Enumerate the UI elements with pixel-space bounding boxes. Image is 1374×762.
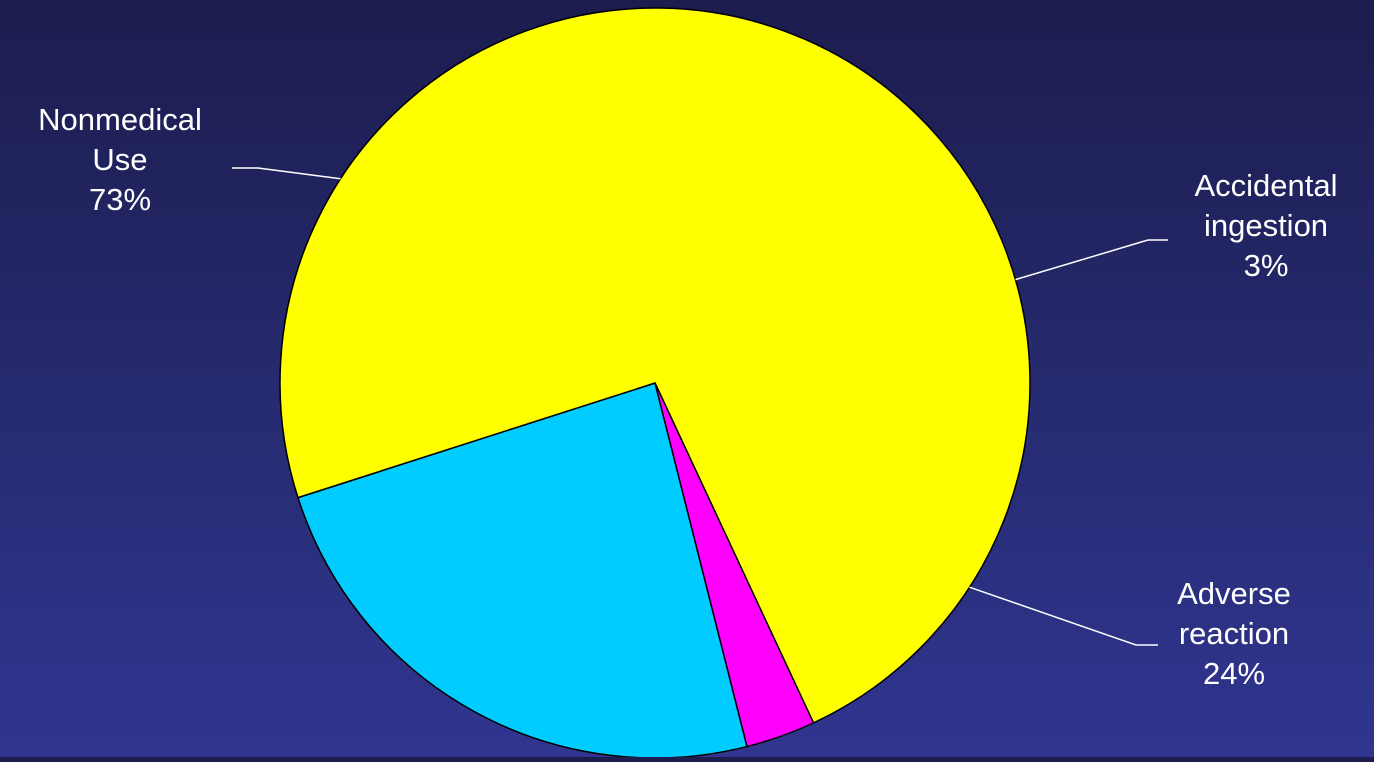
slice-label-adverse-reaction: Adverse reaction 24% (1177, 576, 1291, 691)
slice-label-line: 73% (89, 182, 151, 217)
slice-label-line: 24% (1203, 656, 1265, 691)
leader-line-nonmedical-use (232, 167, 341, 180)
slice-label-nonmedical-use: Nonmedical Use 73% (38, 102, 202, 217)
slice-label-accidental-ingestion: Accidental ingestion 3% (1194, 168, 1337, 283)
slice-label-line: Adverse (1177, 576, 1291, 611)
leader-line-accidental-ingestion (1015, 239, 1168, 281)
slice-label-line: Nonmedical (38, 102, 202, 137)
slice-label-line: reaction (1179, 616, 1289, 651)
slice-label-line: Use (92, 142, 147, 177)
slice-label-line: 3% (1244, 248, 1289, 283)
slice-label-line: Accidental (1194, 168, 1337, 203)
slice-label-line: ingestion (1204, 208, 1328, 243)
pie-slice-accidental-ingestion (654, 382, 815, 748)
pie-slice-nonmedical-use (279, 7, 1031, 724)
leader-line-adverse-reaction (969, 586, 1158, 646)
